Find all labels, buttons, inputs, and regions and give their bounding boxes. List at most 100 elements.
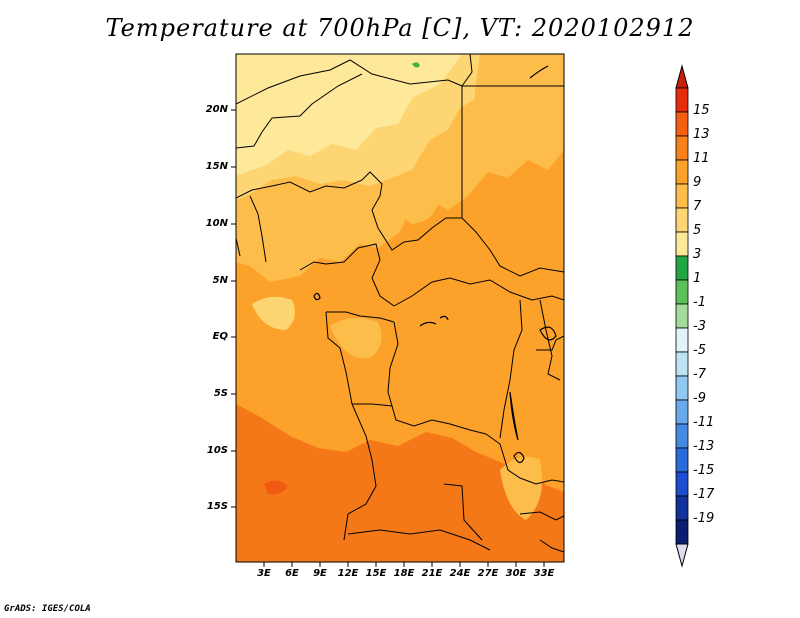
border-line bbox=[461, 217, 564, 277]
border-line bbox=[461, 54, 473, 87]
lat-tick-label: 5N bbox=[212, 275, 228, 286]
lake-outline bbox=[313, 292, 321, 301]
colorbar-swatch bbox=[675, 471, 689, 497]
field-yellow-blob-1 bbox=[252, 296, 295, 330]
chart-title: Temperature at 700hPa [C], VT: 202010291… bbox=[105, 14, 695, 42]
colorbar-swatch bbox=[675, 495, 689, 521]
colorbar-tick-label: 1 bbox=[693, 271, 702, 286]
colorbar-tick-label: -5 bbox=[693, 343, 706, 358]
map-frame bbox=[235, 53, 565, 563]
field-yellow-blob-2 bbox=[330, 317, 382, 359]
country-borders bbox=[236, 54, 564, 553]
lat-tick-label: 5S bbox=[213, 388, 228, 399]
lake-outline bbox=[529, 65, 549, 79]
colorbar-swatch bbox=[675, 327, 689, 353]
field-southwest-dark-orange bbox=[236, 420, 352, 562]
border-line bbox=[393, 277, 564, 307]
colorbar-swatch bbox=[675, 303, 689, 329]
colorbar-tick-label: -11 bbox=[693, 415, 715, 430]
colorbar-tick-label: 7 bbox=[693, 199, 702, 214]
border-line bbox=[539, 539, 564, 553]
temperature-field bbox=[236, 54, 564, 562]
border-line bbox=[387, 321, 487, 435]
border-line bbox=[352, 403, 393, 407]
lat-tick-label: EQ bbox=[212, 331, 228, 342]
lat-tick-label: 10S bbox=[206, 445, 228, 456]
lon-tick-label: 30E bbox=[505, 568, 527, 579]
field-north-pale bbox=[236, 54, 462, 176]
colorbar-swatch bbox=[675, 135, 689, 161]
field-yellow-blob-3 bbox=[399, 195, 438, 224]
colorbar-tick-label: -9 bbox=[693, 391, 706, 406]
colorbar-swatch bbox=[675, 423, 689, 449]
field-east-orange-rift bbox=[500, 456, 543, 520]
colorbar-tick-label: -7 bbox=[693, 367, 706, 382]
lake-outline bbox=[513, 451, 525, 464]
border-line bbox=[361, 171, 462, 251]
border-line bbox=[485, 433, 564, 485]
border-line bbox=[236, 59, 463, 218]
colorbar-tick-label: 5 bbox=[693, 223, 702, 238]
colorbar-swatch bbox=[675, 519, 689, 545]
border-line bbox=[236, 237, 241, 257]
colorbar-swatch bbox=[675, 111, 689, 137]
colorbar-tick-label: 3 bbox=[693, 247, 702, 262]
colorbar-tick-label: -3 bbox=[693, 319, 706, 334]
border-line bbox=[326, 311, 395, 323]
colorbar-tick-label: -19 bbox=[693, 511, 715, 526]
lat-tick-label: 15N bbox=[205, 161, 228, 172]
lon-tick-label: 6E bbox=[285, 568, 299, 579]
field-south-red-spot bbox=[264, 480, 288, 495]
lake-outline bbox=[539, 326, 557, 341]
lon-tick-label: 21E bbox=[421, 568, 443, 579]
colorbar-swatch bbox=[675, 351, 689, 377]
lat-tick-label: 20N bbox=[205, 104, 228, 115]
lake-outline bbox=[419, 321, 437, 327]
colorbar-swatch bbox=[675, 207, 689, 233]
colorbar-tick-label: -1 bbox=[693, 295, 706, 310]
lon-tick-label: 12E bbox=[337, 568, 359, 579]
colorbar-swatch bbox=[675, 183, 689, 209]
lon-tick-label: 33E bbox=[533, 568, 555, 579]
colorbar-swatch bbox=[675, 231, 689, 257]
lon-tick-label: 27E bbox=[477, 568, 499, 579]
colorbar-tick-label: 9 bbox=[693, 175, 702, 190]
colorbar-tick-label: 13 bbox=[693, 127, 710, 142]
lat-tick-label: 15S bbox=[206, 501, 228, 512]
border-line bbox=[499, 299, 523, 439]
lon-tick-label: 18E bbox=[393, 568, 415, 579]
colorbar-tick-label: 15 bbox=[693, 103, 710, 118]
border-line bbox=[536, 335, 564, 351]
border-line bbox=[249, 195, 267, 263]
border-line bbox=[343, 403, 377, 541]
colorbar-tick-label: -13 bbox=[693, 439, 715, 454]
colorbar bbox=[675, 64, 689, 568]
colorbar-bottom-cap bbox=[675, 543, 689, 568]
colorbar-swatch bbox=[675, 399, 689, 425]
axis-ticks bbox=[231, 109, 545, 567]
lat-tick-label: 10N bbox=[205, 218, 228, 229]
lon-tick-label: 15E bbox=[365, 568, 387, 579]
border-line bbox=[539, 299, 561, 381]
lake-outline bbox=[439, 315, 449, 321]
border-line bbox=[347, 529, 491, 551]
colorbar-swatch bbox=[675, 159, 689, 185]
colorbar-tick-label: 11 bbox=[693, 151, 710, 166]
colorbar-swatch bbox=[675, 255, 689, 281]
border-line bbox=[299, 243, 395, 307]
border-line bbox=[236, 179, 363, 199]
border-line bbox=[443, 483, 483, 541]
colorbar-swatch bbox=[675, 279, 689, 305]
colorbar-swatch bbox=[675, 375, 689, 401]
credit-text: GrADS: IGES/COLA bbox=[4, 604, 91, 614]
lon-tick-label: 9E bbox=[313, 568, 327, 579]
colorbar-swatch bbox=[675, 447, 689, 473]
colorbar-top-cap bbox=[675, 64, 689, 89]
lakes bbox=[313, 65, 557, 464]
lon-tick-label: 24E bbox=[449, 568, 471, 579]
colorbar-tick-label: -17 bbox=[693, 487, 715, 502]
field-green-spot bbox=[412, 62, 420, 68]
colorbar-tick-label: -15 bbox=[693, 463, 715, 478]
border-line bbox=[325, 311, 353, 405]
